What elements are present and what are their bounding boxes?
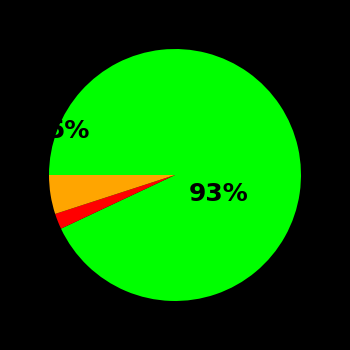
Text: 5%: 5% bbox=[47, 119, 89, 143]
Wedge shape bbox=[49, 49, 301, 301]
Wedge shape bbox=[55, 175, 175, 229]
Text: 93%: 93% bbox=[189, 182, 249, 206]
Wedge shape bbox=[49, 175, 175, 214]
